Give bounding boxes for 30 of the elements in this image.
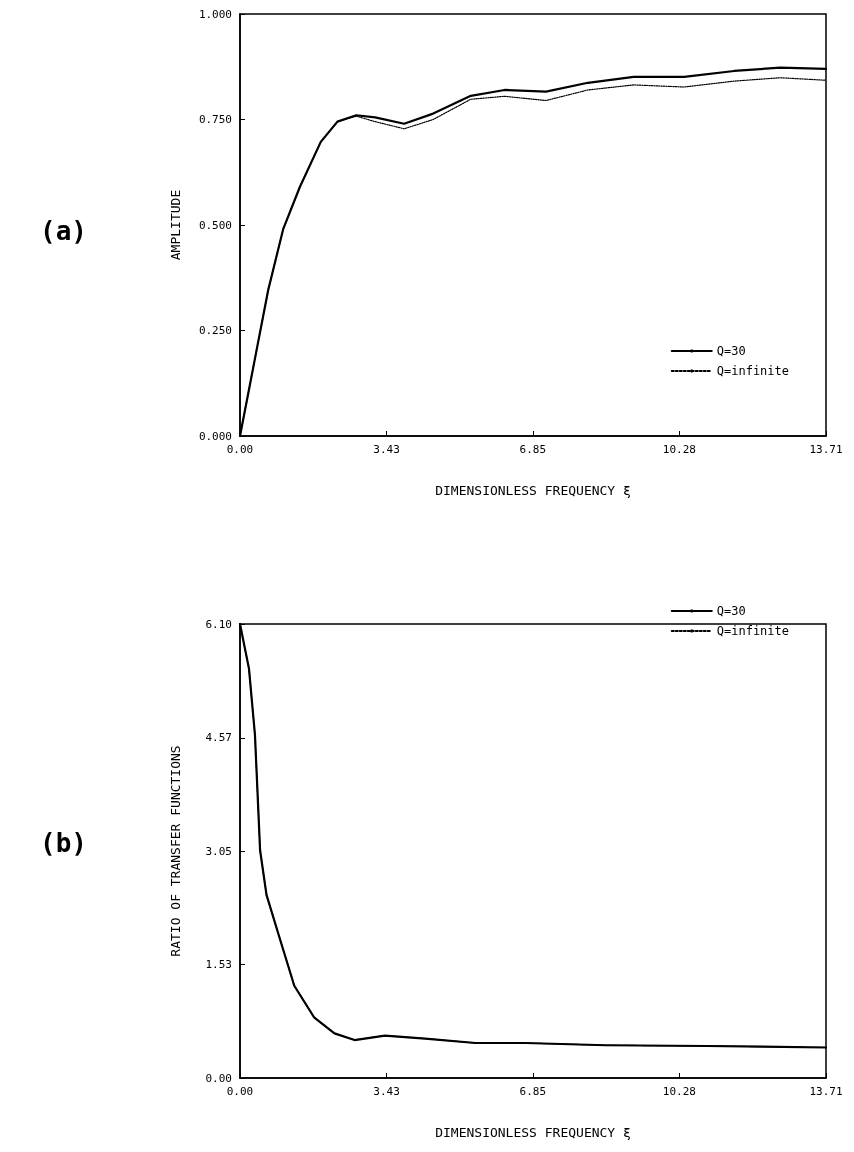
text: (b) — [40, 828, 87, 858]
x-tick-label: 6.85 — [519, 443, 547, 456]
legend-label: Q=30 — [716, 344, 746, 358]
y-tick-label: 0.500 — [198, 218, 232, 232]
x-axis-title: DIMENSIONLESS FREQUENCY ξ — [435, 483, 631, 498]
x-tick-label: 0.00 — [226, 443, 254, 456]
y-tick-label: 1.000 — [198, 7, 232, 21]
legend-label: Q=infinite — [716, 364, 789, 378]
legend-label: Q=30 — [716, 604, 746, 618]
y-tick-label: 0.000 — [198, 429, 232, 443]
y-tick-label: 0.750 — [198, 113, 232, 126]
y-tick-label: 0.250 — [198, 324, 232, 337]
text: (a) — [40, 216, 87, 246]
legend-label: Q=infinite — [716, 624, 789, 638]
x-tick-label: 10.28 — [662, 443, 696, 456]
x-tick-label: 0.00 — [226, 1085, 254, 1098]
x-tick-label: 3.43 — [373, 443, 400, 456]
y-tick-label: 3.05 — [205, 844, 232, 858]
x-tick-label: 6.85 — [519, 1085, 547, 1098]
x-axis-title: DIMENSIONLESS FREQUENCY ξ — [435, 1125, 631, 1140]
y-tick-label: 0.00 — [205, 1071, 232, 1085]
y-tick-label: 6.10 — [205, 617, 232, 631]
x-tick-label: 13.71 — [809, 1085, 843, 1098]
y-axis-title: RATIO OF TRANSFER FUNCTIONS — [168, 745, 183, 957]
y-axis-title: AMPLITUDE — [168, 189, 183, 261]
y-tick-label: 1.53 — [205, 957, 232, 971]
y-tick-label: 4.57 — [205, 731, 232, 745]
x-tick-label: 13.71 — [809, 443, 843, 456]
x-tick-label: 10.28 — [662, 1085, 696, 1098]
x-tick-label: 3.43 — [373, 1085, 400, 1098]
